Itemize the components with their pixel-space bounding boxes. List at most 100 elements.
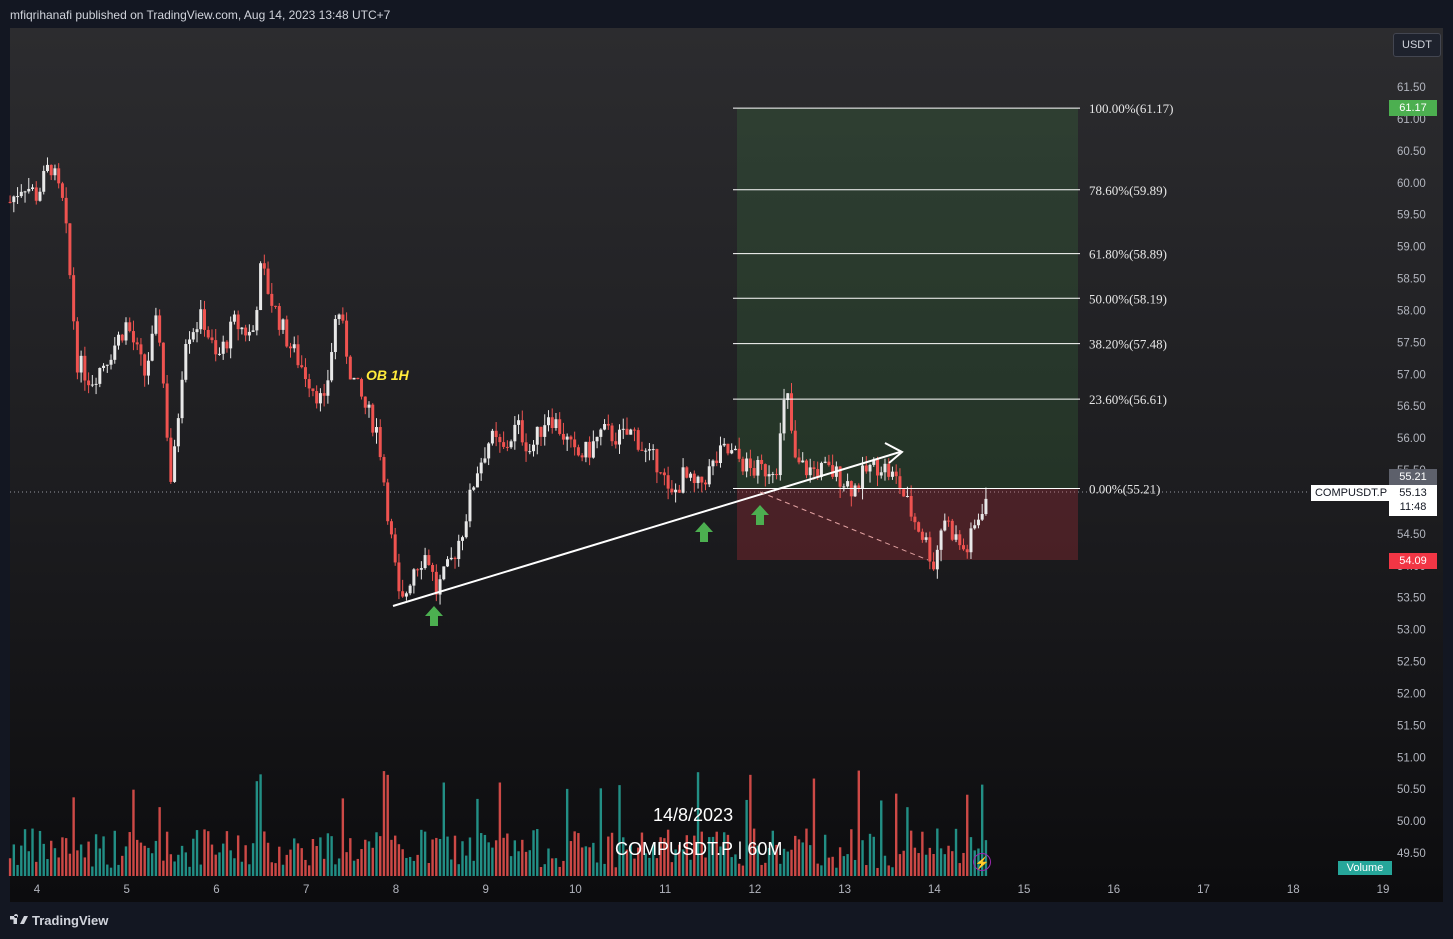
candle-body xyxy=(603,424,607,430)
candle-body xyxy=(475,473,479,488)
volume-bar xyxy=(551,858,554,876)
candle-body xyxy=(902,489,906,497)
candle-body xyxy=(195,329,199,333)
price-tick-label: 52.00 xyxy=(1397,688,1426,700)
volume-bar xyxy=(700,831,703,876)
candle-body xyxy=(244,327,248,336)
volume-bar xyxy=(670,862,674,876)
candle-body xyxy=(887,463,891,477)
volume-bar xyxy=(779,863,782,876)
footer-bar: TradingView xyxy=(0,902,1453,939)
candle-body xyxy=(12,196,16,203)
chart-area[interactable] xyxy=(10,28,1443,902)
volume-bar xyxy=(405,857,408,876)
candle-body xyxy=(393,534,397,563)
volume-bar xyxy=(375,832,378,876)
volume-bar xyxy=(756,845,760,876)
time-axis[interactable]: 4 5 6 7 8 9 10 11 12 13 14 15 16 17 18 19 xyxy=(34,884,1390,896)
volume-bar xyxy=(696,772,700,876)
candle-body xyxy=(651,449,655,451)
volume-bar xyxy=(801,842,804,876)
candle-body xyxy=(460,537,464,541)
tradingview-logo[interactable]: TradingView xyxy=(10,913,108,928)
price-tick-label: 61.00 xyxy=(1397,114,1426,126)
ob-label: OB 1H xyxy=(366,367,409,383)
volume-bar xyxy=(498,782,502,876)
volume-bar xyxy=(154,840,158,876)
candle-body xyxy=(300,365,304,368)
candle-body xyxy=(176,418,180,447)
volume-bar xyxy=(573,831,576,876)
candle-body xyxy=(696,476,700,484)
volume-bar xyxy=(610,832,614,876)
candle-body xyxy=(827,461,831,466)
volume-bar xyxy=(719,846,722,876)
candle-body xyxy=(543,425,547,437)
symbol-tag: COMPUSDT.P xyxy=(1311,485,1391,501)
price-tick-label: 50.50 xyxy=(1397,784,1426,796)
volume-bar xyxy=(521,839,524,876)
fibonacci-retracement[interactable]: 100.00%(61.17) 78.60%(59.89) 61.80%(58.89)… xyxy=(733,101,1174,497)
volume-bar xyxy=(27,851,30,876)
volume-bar xyxy=(64,838,68,876)
volume-bar xyxy=(637,847,640,876)
volume-bar xyxy=(195,830,199,876)
price-tick-label: 49.50 xyxy=(1397,848,1426,860)
loss-zone xyxy=(737,488,1078,561)
candle-body xyxy=(457,540,461,560)
candle-body xyxy=(872,459,876,465)
volume-bar xyxy=(797,839,801,876)
volume-bar xyxy=(266,842,270,876)
lightning-icon[interactable]: ⚡ xyxy=(973,853,991,871)
volume-bar xyxy=(966,794,969,876)
volume-bar xyxy=(857,770,861,876)
volume-bar xyxy=(865,865,868,876)
candle-body xyxy=(662,472,666,476)
candle-body xyxy=(539,426,543,437)
candle-body xyxy=(674,489,678,493)
volume-bar xyxy=(517,851,520,876)
candle-body xyxy=(588,441,592,458)
candle-body xyxy=(685,467,689,478)
candle-body xyxy=(819,462,823,477)
time-tick-label: 5 xyxy=(124,884,130,896)
candle-body xyxy=(397,562,401,592)
candle-body xyxy=(251,330,255,332)
price-tick-label: 51.50 xyxy=(1397,720,1426,732)
currency-button[interactable]: USDT xyxy=(1393,33,1441,57)
fib-level-label: 50.00%(58.19) xyxy=(1089,291,1167,306)
volume-bar xyxy=(412,860,416,876)
candle-body xyxy=(419,568,423,570)
volume-bar xyxy=(693,835,696,876)
volume-bar xyxy=(158,807,161,876)
candle-body xyxy=(94,383,98,385)
candle-body xyxy=(42,170,46,192)
candle-body xyxy=(782,400,786,434)
price-tick-label: 59.00 xyxy=(1397,242,1426,254)
candle-body xyxy=(259,263,263,311)
volume-bar xyxy=(786,851,789,876)
candle-body xyxy=(146,360,150,376)
candle-body xyxy=(812,467,816,470)
candle-body xyxy=(636,430,640,450)
candle-body xyxy=(775,473,779,476)
candle-body xyxy=(345,320,349,357)
volume-bar xyxy=(898,854,902,876)
volume-bar xyxy=(31,828,34,876)
candle-body xyxy=(920,531,924,540)
candle-body xyxy=(546,417,550,426)
candle-body xyxy=(221,341,225,354)
volume-bar xyxy=(278,846,281,876)
candle-body xyxy=(232,314,236,322)
candle-body xyxy=(135,342,139,345)
volume-legend[interactable]: Volume xyxy=(1338,861,1392,875)
candle-body xyxy=(584,441,588,458)
volume-bar xyxy=(723,832,726,876)
volume-bar xyxy=(251,843,255,876)
candle-body xyxy=(853,485,857,497)
price-axis[interactable]: 61.50 61.00 60.50 60.00 59.50 59.00 58.50 58.00… xyxy=(1397,82,1426,860)
candle-body xyxy=(427,555,431,565)
volume-bar xyxy=(562,860,565,876)
volume-bar xyxy=(408,856,412,876)
